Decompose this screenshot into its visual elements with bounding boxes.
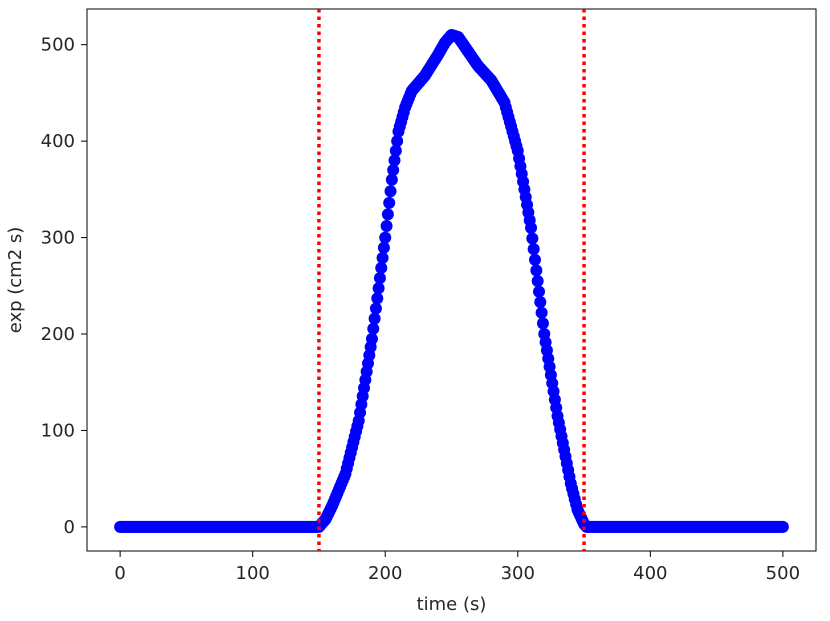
data-point — [379, 231, 392, 244]
y-tick-label: 0 — [64, 517, 75, 538]
data-point — [365, 332, 378, 345]
data-point — [385, 173, 398, 186]
x-tick-label: 300 — [501, 563, 535, 584]
x-tick-label: 400 — [633, 563, 667, 584]
x-tick-label: 0 — [114, 563, 125, 584]
y-tick-label: 500 — [41, 35, 75, 56]
data-point — [534, 296, 547, 309]
data-point — [526, 232, 539, 245]
data-point — [373, 272, 386, 285]
data-point — [384, 185, 397, 198]
data-point — [375, 261, 388, 274]
data-point — [376, 251, 389, 264]
data-point — [381, 208, 394, 221]
data-point — [369, 302, 382, 315]
y-tick-label: 200 — [41, 324, 75, 345]
data-point — [388, 154, 401, 167]
y-axis-title: exp (cm2 s) — [5, 227, 26, 334]
y-tick-label: 100 — [41, 420, 75, 441]
data-point — [530, 264, 543, 277]
data-point — [536, 317, 549, 330]
data-point — [389, 144, 402, 157]
data-point — [391, 135, 404, 148]
data-point — [367, 322, 380, 335]
plot-frame — [86, 8, 817, 552]
data-point — [383, 196, 396, 209]
x-tick-label: 100 — [236, 563, 270, 584]
data-point — [377, 241, 390, 254]
data-point — [776, 520, 789, 533]
threshold-lines — [317, 9, 586, 551]
data-point — [529, 253, 541, 266]
data-point — [525, 221, 538, 234]
x-tick-label: 500 — [766, 563, 800, 584]
data-point — [371, 292, 384, 305]
x-axis-title: time (s) — [417, 594, 487, 615]
x-tick-label: 200 — [368, 563, 402, 584]
data-point — [372, 282, 385, 295]
data-point — [531, 274, 544, 287]
data-points — [114, 29, 789, 533]
data-point — [380, 219, 393, 232]
data-point — [535, 306, 548, 319]
y-tick-label: 400 — [41, 131, 75, 152]
x-axis-ticks: 0 100 200 300 400 500 — [114, 551, 800, 584]
data-point — [532, 285, 545, 298]
data-point — [368, 312, 381, 325]
y-tick-label: 300 — [41, 228, 75, 249]
y-axis-ticks: 0 100 200 300 400 500 — [41, 35, 87, 538]
data-point — [527, 243, 540, 256]
data-point — [387, 164, 400, 177]
